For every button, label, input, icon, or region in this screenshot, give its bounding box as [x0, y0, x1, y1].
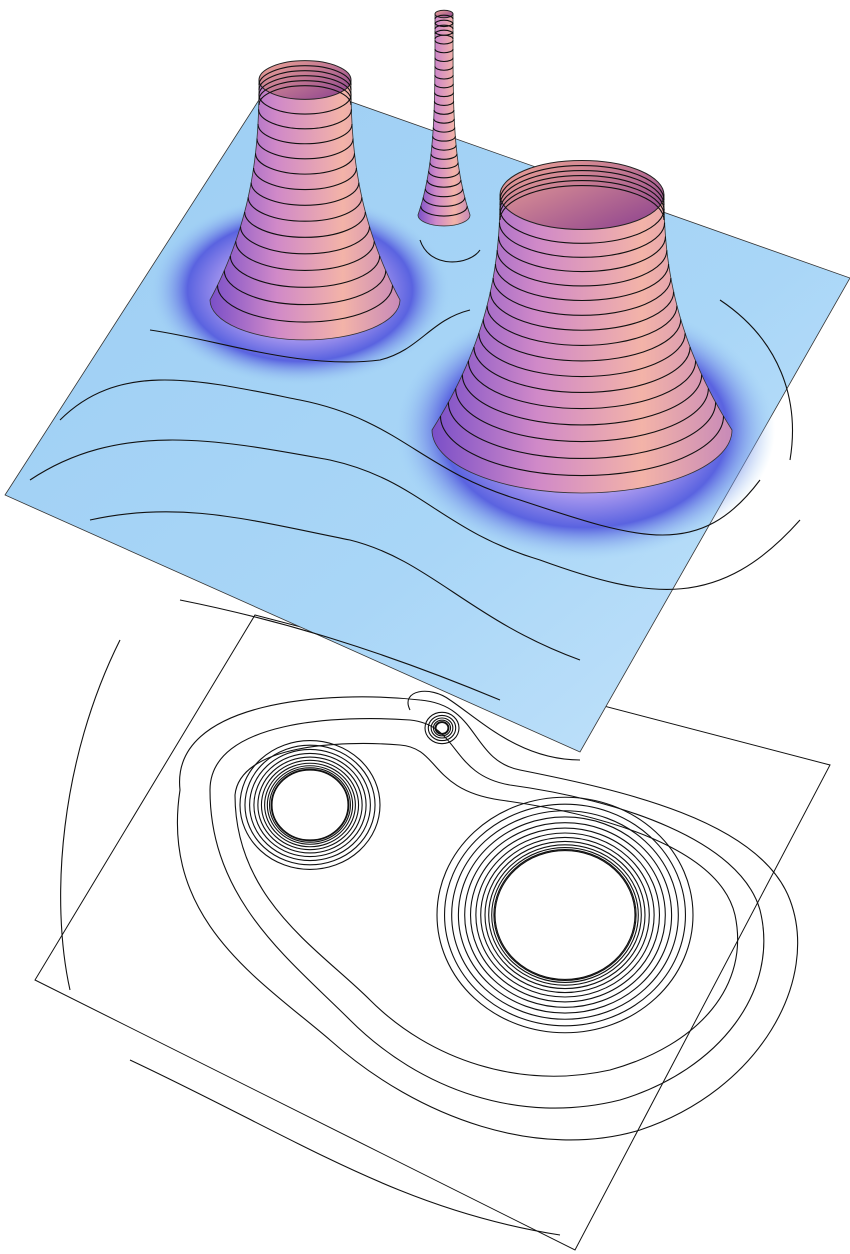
- peak-opening: [259, 61, 351, 100]
- contour-map: [35, 615, 830, 1250]
- surface-plot: [0, 0, 850, 1254]
- page: (() => { JSON.parse(document.getElementB…: [0, 0, 850, 1254]
- map-frame: [35, 615, 830, 1250]
- peak-body: [418, 14, 470, 226]
